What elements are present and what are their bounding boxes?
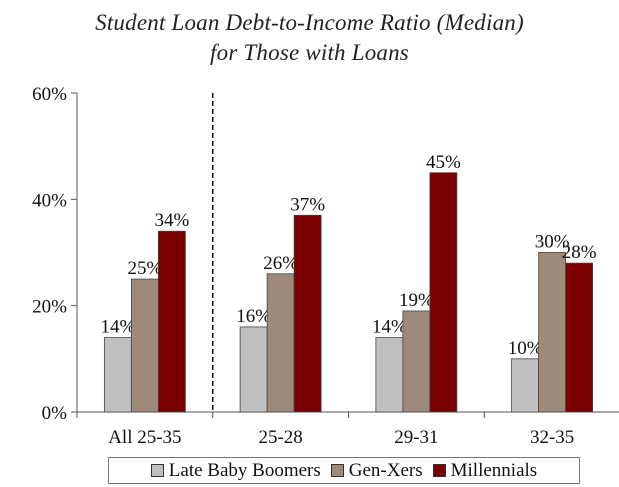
bar-gen-xers <box>130 278 159 413</box>
legend-label: Millennials <box>450 459 538 481</box>
bar-late-baby-boomers <box>239 326 268 413</box>
bar-gen-xers <box>266 273 295 413</box>
bar-gen-xers <box>402 310 431 413</box>
bar-millennials <box>157 230 186 413</box>
x-category-label: 29-31 <box>394 427 438 448</box>
data-label: 14% <box>372 317 407 338</box>
bar-gen-xers <box>538 252 567 413</box>
y-tick-label: 20% <box>32 297 67 318</box>
bar-late-baby-boomers <box>375 337 404 413</box>
data-label: 45% <box>426 152 461 173</box>
legend-item: Gen-Xers <box>330 459 423 482</box>
legend-swatch <box>150 464 164 477</box>
data-label: 30% <box>535 232 570 253</box>
x-category-label: 32-35 <box>530 427 574 448</box>
bar-millennials <box>293 214 322 413</box>
chart-title-line-2: for Those with Loans <box>210 40 409 65</box>
legend-label: Late Baby Boomers <box>168 459 321 481</box>
data-label: 14% <box>100 317 135 338</box>
data-label: 37% <box>290 194 325 215</box>
data-label: 34% <box>154 210 189 231</box>
data-label: 28% <box>562 242 597 263</box>
bar-millennials <box>429 172 458 413</box>
legend-swatch <box>432 464 446 477</box>
legend-label: Gen-Xers <box>348 459 423 481</box>
data-label: 16% <box>236 306 271 327</box>
legend-item: Millennials <box>432 459 538 482</box>
x-category-label: 25-28 <box>258 427 302 448</box>
data-label: 25% <box>127 258 162 279</box>
y-tick-label: 60% <box>32 84 67 105</box>
bar-late-baby-boomers <box>511 358 540 413</box>
chart-title-line-1: Student Loan Debt-to-Income Ratio (Media… <box>95 10 524 35</box>
y-tick-label: 40% <box>32 190 67 211</box>
chart-legend: Late Baby Boomers Gen-Xers Millennials <box>108 457 580 484</box>
legend-item: Late Baby Boomers <box>150 459 321 482</box>
legend-swatch <box>330 464 344 477</box>
data-label: 19% <box>399 290 434 311</box>
bar-late-baby-boomers <box>103 337 132 413</box>
x-category-label: All 25-35 <box>108 427 181 448</box>
data-label: 26% <box>263 253 298 274</box>
y-tick-label: 0% <box>42 403 68 424</box>
bar-millennials <box>565 262 594 413</box>
data-label: 10% <box>508 338 543 359</box>
